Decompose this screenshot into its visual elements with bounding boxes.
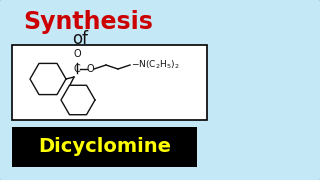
Text: C: C xyxy=(74,64,80,74)
Text: $-$N(C$_2$H$_5$)$_2$: $-$N(C$_2$H$_5$)$_2$ xyxy=(131,59,180,71)
Bar xyxy=(12,45,207,120)
Text: Dicyclomine: Dicyclomine xyxy=(38,138,171,156)
Text: O: O xyxy=(86,64,94,74)
Bar xyxy=(12,127,197,167)
Text: O: O xyxy=(73,49,81,59)
Text: Synthesis: Synthesis xyxy=(23,10,153,34)
Text: of: of xyxy=(72,30,88,48)
